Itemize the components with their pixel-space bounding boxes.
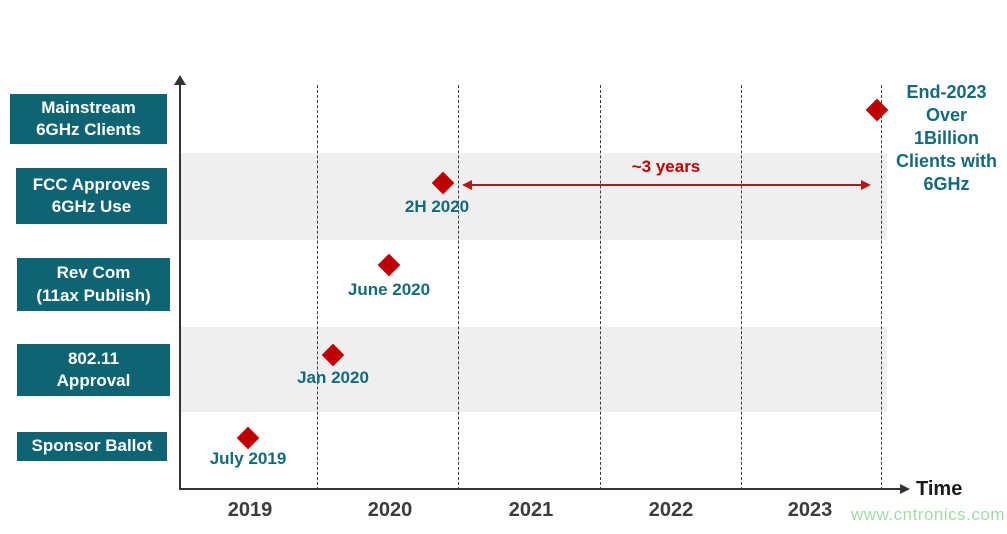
x-tick-2021: 2021 bbox=[508, 499, 554, 521]
milestone-marker-june-2020 bbox=[377, 253, 401, 277]
annotation-arrow-line bbox=[471, 184, 863, 186]
x-tick-2023: 2023 bbox=[787, 499, 833, 521]
gridline-end-2023 bbox=[881, 85, 882, 490]
row-label-fcc-approves-6ghz-use: FCC Approves 6GHz Use bbox=[16, 168, 167, 224]
y-axis-arrowhead-icon bbox=[174, 75, 186, 85]
gridline-end-2021 bbox=[600, 85, 601, 490]
x-axis-title: Time bbox=[916, 478, 963, 500]
gridline-end-2019 bbox=[317, 85, 318, 490]
annotation-left-arrowhead-icon bbox=[462, 180, 472, 190]
row-label-mainstream-6ghz-clients: Mainstream 6GHz Clients bbox=[10, 94, 167, 144]
x-axis-arrowhead-icon bbox=[900, 484, 910, 494]
annotation-right-arrowhead-icon bbox=[861, 180, 871, 190]
milestone-label-jan-2020: Jan 2020 bbox=[297, 368, 369, 387]
x-axis bbox=[179, 488, 901, 490]
gridline-end-2020 bbox=[458, 85, 459, 490]
milestone-label-end-2023-clients: End-2023 Over 1Billion Clients with 6GHz bbox=[895, 82, 997, 194]
gridline-end-2022 bbox=[741, 85, 742, 490]
row-label-sponsor-ballot: Sponsor Ballot bbox=[17, 432, 167, 461]
milestone-label-2h-2020: 2H 2020 bbox=[404, 197, 470, 216]
row-band-fcc-approves bbox=[181, 153, 887, 240]
y-axis bbox=[179, 84, 181, 490]
x-tick-2022: 2022 bbox=[648, 499, 694, 521]
x-tick-2020: 2020 bbox=[367, 499, 413, 521]
milestone-label-june-2020: June 2020 bbox=[347, 280, 431, 299]
milestone-label-july-2019: July 2019 bbox=[209, 449, 287, 468]
watermark: www.cntronics.com bbox=[851, 505, 1005, 524]
row-band-802-11-approval bbox=[181, 327, 887, 412]
milestone-marker-july-2019 bbox=[236, 426, 260, 450]
x-tick-2019: 2019 bbox=[227, 499, 273, 521]
annotation-3-years-label: ~3 years bbox=[631, 157, 701, 176]
row-label-802-11-approval: 802.11 Approval bbox=[17, 344, 170, 396]
row-label-rev-com-11ax-publish: Rev Com (11ax Publish) bbox=[17, 258, 170, 311]
